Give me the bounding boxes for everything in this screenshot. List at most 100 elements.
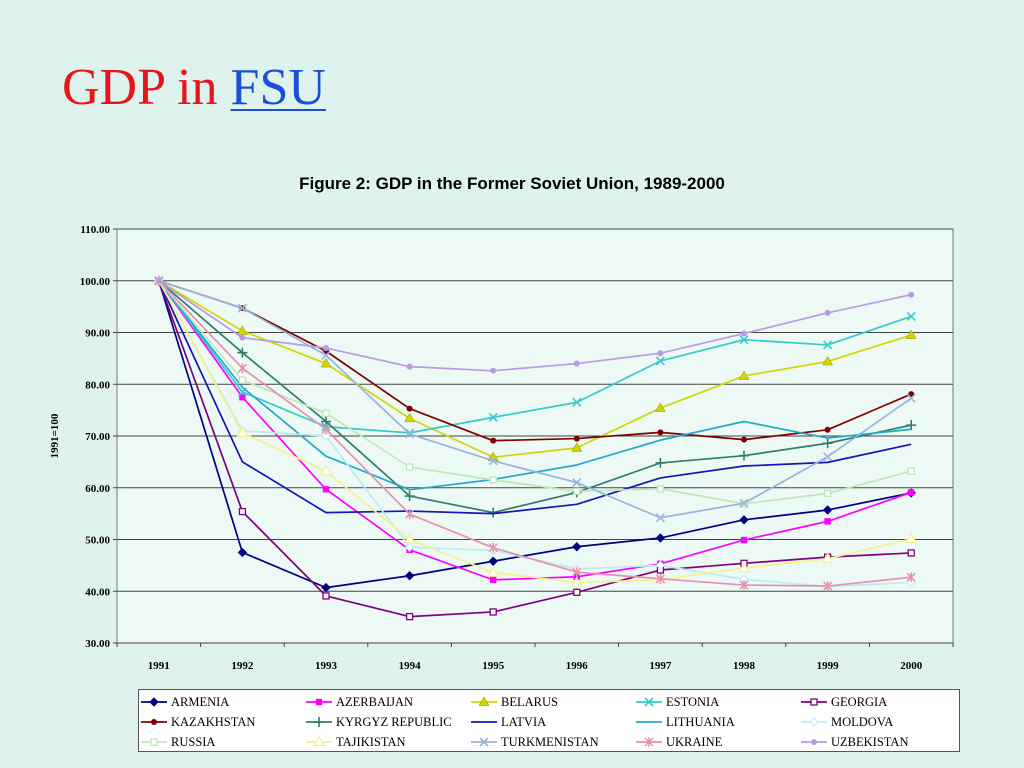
data-point-ukraine (321, 424, 331, 435)
data-point-kazakhstan (406, 405, 413, 412)
data-point-moldova (655, 560, 666, 571)
data-point-tajikistan (737, 561, 751, 573)
data-point-uzbekistan (155, 277, 162, 284)
data-point-kyrgyz-republic (237, 347, 248, 358)
data-point-azerbaijan (322, 486, 330, 493)
legend-swatch-ukraine (636, 737, 662, 747)
legend-swatch-turkmenistan (471, 737, 497, 747)
data-point-moldova (404, 542, 415, 552)
y-tick-label: 110.00 (80, 224, 110, 236)
data-point-kyrgyz-republic (739, 450, 749, 461)
data-point-turkmenistan (405, 429, 415, 439)
legend-swatch-marker (150, 738, 158, 746)
y-tick-label: 40.00 (85, 586, 110, 598)
data-point-belarus (404, 412, 416, 423)
legend-swatch-marker (811, 739, 817, 745)
legend-swatch-kazakhstan (141, 719, 167, 725)
series-russia (155, 277, 915, 508)
data-point-tajikistan (905, 532, 918, 544)
legend-swatch-belarus (471, 696, 497, 706)
data-point-tajikistan (319, 465, 333, 476)
data-point-turkmenistan (655, 513, 665, 523)
data-point-turkmenistan (237, 303, 247, 313)
data-point-ukraine (906, 572, 916, 583)
data-point-ukraine (823, 581, 833, 592)
legend-swatch-marker (809, 717, 819, 727)
x-tick-label: 1999 (817, 660, 840, 672)
y-axis-label: 1991=100 (49, 413, 61, 458)
legend-swatch-estonia (636, 697, 662, 707)
data-point-armenia (321, 582, 331, 593)
data-point-kazakhstan (573, 435, 580, 442)
data-point-ukraine (405, 509, 415, 520)
legend-swatch-kyrgyz-republic (306, 717, 332, 727)
series-line-belarus (158, 280, 912, 459)
data-point-russia (489, 476, 497, 484)
legend-label: TAJIKISTAN (336, 735, 406, 749)
data-point-turkmenistan (739, 498, 749, 508)
y-tick-label: 80.00 (85, 379, 110, 391)
legend-label: ARMENIA (171, 695, 230, 709)
data-point-turkmenistan (572, 478, 582, 488)
data-point-moldova (321, 431, 331, 441)
legend-swatch-latvia (471, 721, 497, 723)
legend-swatch-marker (312, 735, 326, 747)
data-point-estonia (572, 397, 582, 407)
legend-label: UKRAINE (666, 735, 723, 749)
data-point-turkmenistan (488, 456, 498, 466)
series-line-estonia (158, 280, 912, 434)
legend-swatch-azerbaijan (306, 698, 332, 706)
data-point-georgia (238, 507, 247, 516)
data-point-georgia (489, 608, 497, 616)
legend-label: RUSSIA (171, 735, 216, 749)
legend-label: AZERBAIJAN (336, 695, 414, 709)
data-point-belarus (905, 329, 917, 339)
data-point-armenia (655, 533, 666, 543)
legend-label: GEORGIA (831, 695, 888, 709)
series-line-turkmenistan (158, 279, 912, 519)
data-point-kazakhstan (741, 436, 747, 443)
x-tick-label: 1998 (733, 660, 756, 672)
data-point-uzbekistan (824, 309, 831, 316)
data-point-uzbekistan (741, 330, 747, 337)
data-point-kazakhstan (908, 391, 915, 398)
x-tick-label: 1993 (315, 660, 338, 672)
data-point-armenia (822, 505, 833, 515)
data-point-kazakhstan (657, 429, 664, 436)
legend-label: LITHUANIA (666, 715, 735, 729)
data-point-russia (907, 467, 915, 475)
legend-swatch-tajikistan (306, 735, 332, 747)
y-tick-label: 70.00 (85, 431, 110, 443)
legend-label: TURKMENISTAN (501, 735, 599, 749)
chart-legend: ARMENIA AZERBAIJAN BELARUS ESTONIA GEORGIA KA… (138, 689, 960, 752)
x-tick-label: 1995 (482, 660, 505, 672)
data-point-ukraine (655, 573, 665, 584)
legend-swatch-lithuania (636, 721, 662, 723)
slide-title-link[interactable]: FSU (230, 59, 326, 116)
legend-swatch-georgia (801, 698, 827, 706)
data-point-armenia (237, 547, 248, 558)
data-point-azerbaijan (239, 393, 246, 401)
legend-swatch-marker (151, 719, 157, 725)
data-point-estonia (655, 356, 665, 366)
legend-swatch-marker (644, 737, 654, 747)
legend-swatch-marker (314, 717, 324, 727)
legend-swatch-marker (479, 737, 489, 747)
legend-label: KAZAKHSTAN (171, 715, 256, 729)
series-line-latvia (158, 280, 912, 515)
data-point-ukraine (237, 363, 247, 374)
series-uzbekistan (155, 277, 915, 374)
data-point-estonia (906, 311, 916, 322)
legend-label: ESTONIA (666, 695, 720, 709)
legend-swatch-moldova (801, 717, 827, 727)
data-point-kyrgyz-republic (822, 438, 833, 449)
series-line-tajikistan (158, 280, 912, 584)
data-point-armenia (488, 556, 498, 566)
data-point-georgia (322, 592, 330, 600)
data-point-russia (573, 487, 581, 496)
x-tick-label: 2000 (900, 660, 923, 672)
legend-label: BELARUS (501, 695, 558, 709)
chart-title: Figure 2: GDP in the Former Soviet Union… (299, 174, 725, 193)
series-line-kazakhstan (158, 279, 912, 442)
data-point-kyrgyz-republic (655, 457, 666, 468)
